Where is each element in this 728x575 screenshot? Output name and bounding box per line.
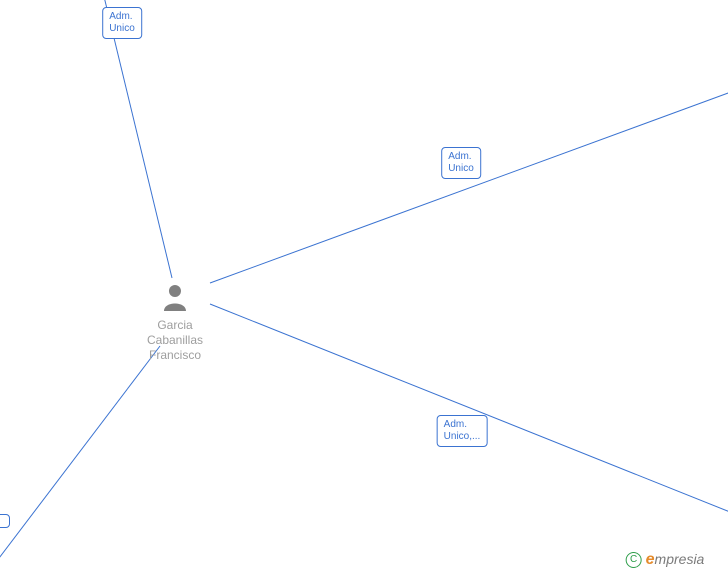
edge-label[interactable]: Adm. Unico <box>441 147 481 179</box>
center-node[interactable]: Garcia Cabanillas Francisco <box>147 283 203 363</box>
edge-line <box>0 346 160 570</box>
edge-line <box>100 0 172 278</box>
edge-line <box>210 304 728 520</box>
edge-label[interactable]: Adm. Unico <box>102 7 142 39</box>
watermark: C empresia <box>626 551 705 569</box>
edge-label[interactable]: Adm. Unico,... <box>437 415 488 447</box>
edge-label[interactable] <box>0 514 10 528</box>
copyright-icon: C <box>626 552 642 568</box>
watermark-e: e <box>646 551 655 568</box>
edge-line <box>210 85 728 283</box>
network-graph <box>0 0 728 575</box>
person-icon <box>162 283 188 311</box>
center-node-label: Garcia Cabanillas Francisco <box>147 318 203 363</box>
watermark-text: mpresia <box>655 551 705 567</box>
